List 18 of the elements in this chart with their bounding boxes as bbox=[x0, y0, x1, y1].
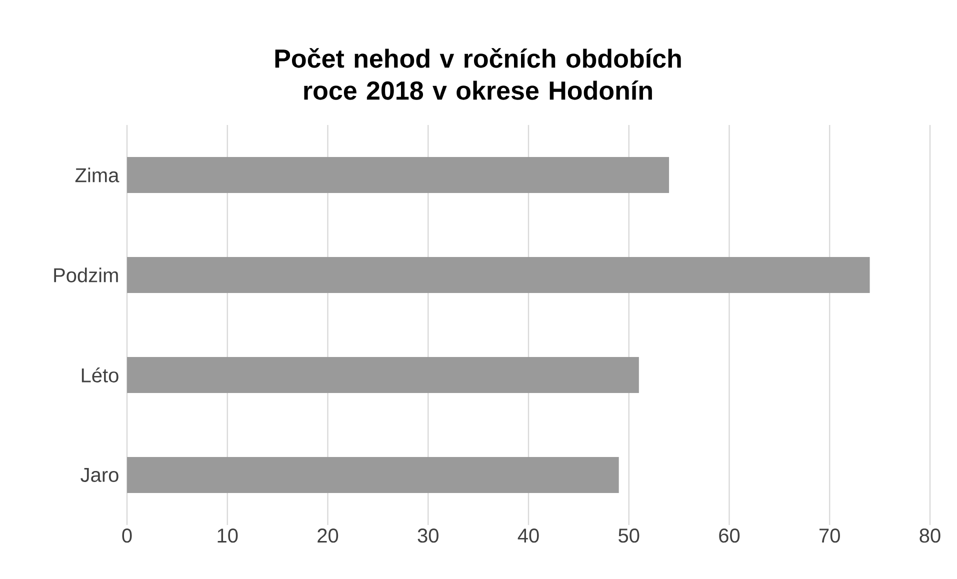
x-tick-label: 40 bbox=[518, 528, 539, 543]
x-tick-label: 20 bbox=[318, 528, 338, 543]
bar bbox=[127, 457, 619, 493]
y-tick-label: Jaro bbox=[80, 468, 118, 482]
x-tick-label: 0 bbox=[122, 528, 132, 543]
x-tick-label: 80 bbox=[920, 528, 940, 543]
bar bbox=[127, 357, 639, 393]
y-tick-label: Zima bbox=[75, 168, 120, 182]
bar bbox=[127, 156, 670, 193]
x-tick-label: 30 bbox=[418, 528, 438, 543]
x-tick-label: 70 bbox=[820, 528, 840, 543]
y-tick-label: Podzim bbox=[54, 268, 118, 282]
x-tick-label: 10 bbox=[218, 528, 238, 543]
y-tick-label: Léto bbox=[82, 368, 118, 382]
x-tick-label: 50 bbox=[618, 528, 640, 543]
bar bbox=[127, 257, 870, 293]
x-tick-label: 60 bbox=[719, 528, 740, 543]
chart-title: Počet nehod v ročních obdobích roce 2018 v okrese Hodonín bbox=[275, 48, 681, 100]
